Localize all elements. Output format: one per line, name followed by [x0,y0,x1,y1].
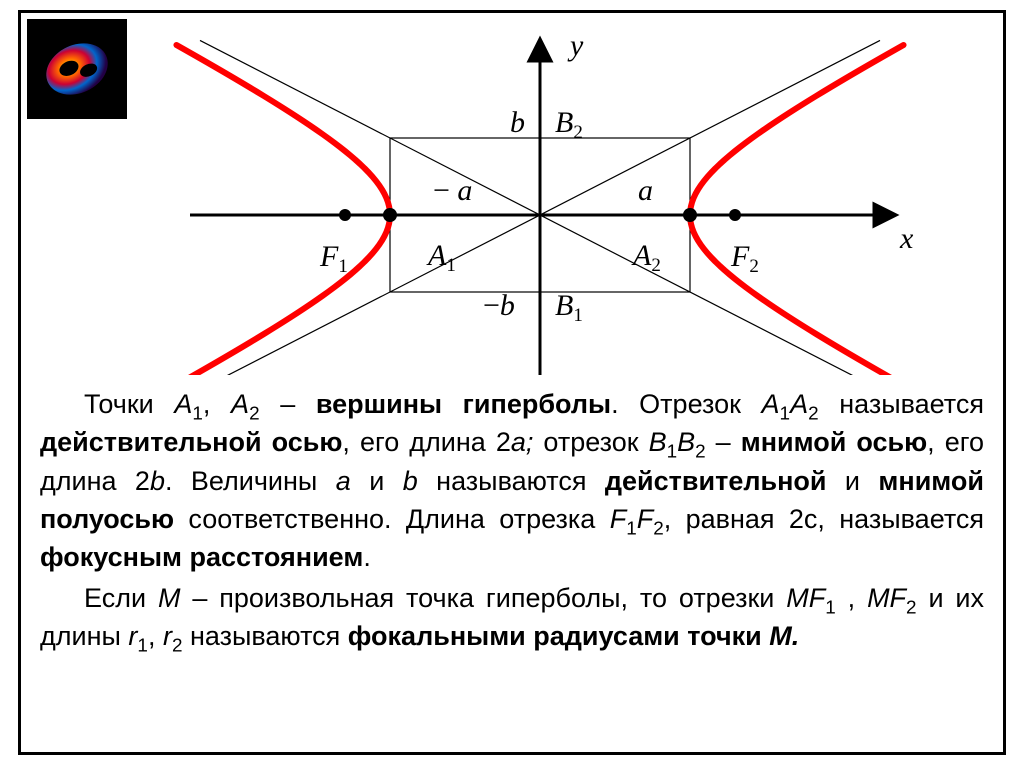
corner-decorative-image [27,19,127,119]
paragraph-1: Точки А1, А2 – вершины гиперболы. Отрезо… [40,385,984,577]
svg-text:b: b [510,106,525,139]
paragraph-2: Если М – произвольная точка гиперболы, т… [40,579,984,656]
svg-text:A2: A2 [631,239,661,276]
svg-text:F1: F1 [319,240,348,277]
svg-text:−b: −b [483,289,515,322]
torus-icon [32,24,122,114]
svg-text:F2: F2 [730,240,759,277]
svg-text:y: y [567,29,584,62]
slide: y x b B2 − a a F1 A1 A2 F2 −b B1 Точки А1, А2 – вер… [0,0,1024,767]
svg-text:x: x [899,222,914,255]
svg-text:− a: − a [433,174,472,207]
svg-text:B2: B2 [555,106,583,143]
hyperbola-diagram: y x b B2 − a a F1 A1 A2 F2 −b B1 [150,20,930,375]
svg-text:A1: A1 [426,239,456,276]
description-text: Точки А1, А2 – вершины гиперболы. Отрезо… [40,385,984,657]
svg-text:B1: B1 [555,289,583,326]
diagram-svg: y x b B2 − a a F1 A1 A2 F2 −b B1 [150,20,930,375]
svg-text:a: a [638,174,653,207]
